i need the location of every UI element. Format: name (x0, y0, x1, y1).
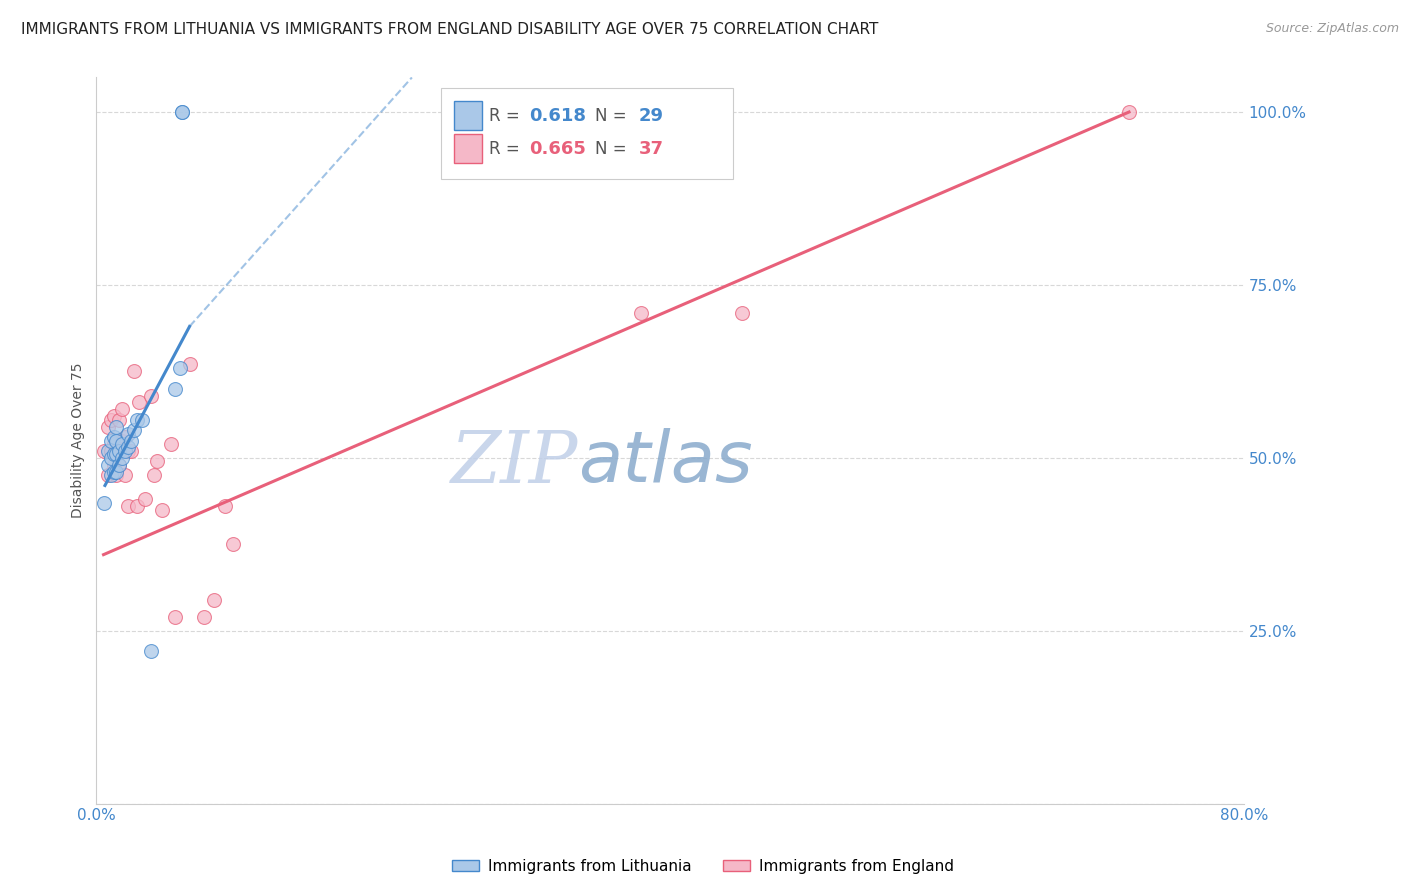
Point (221, 537, 243, 551)
Point (117, 441, 139, 455)
Point (100, 413, 122, 427)
Point (103, 430, 125, 444)
Point (139, 388, 162, 402)
Point (117, 500, 139, 514)
Point (97, 468, 120, 483)
Point (108, 458, 131, 472)
Point (97, 419, 120, 434)
Point (103, 437, 125, 451)
Point (731, 305, 754, 319)
Point (103, 447, 125, 461)
Text: R =: R = (489, 140, 520, 158)
Text: N =: N = (596, 140, 627, 158)
Point (120, 443, 142, 458)
Point (125, 413, 148, 427)
Point (179, 358, 201, 372)
Point (150, 502, 173, 516)
Point (114, 430, 136, 444)
Point (108, 443, 131, 458)
Point (103, 458, 125, 472)
FancyBboxPatch shape (440, 88, 733, 179)
Y-axis label: Disability Age Over 75: Disability Age Over 75 (72, 363, 86, 518)
Point (165, 610, 187, 624)
Point (117, 443, 139, 458)
Point (100, 450, 122, 465)
Point (165, 382, 187, 396)
Point (122, 423, 145, 437)
Point (93, 496, 115, 510)
FancyBboxPatch shape (454, 134, 482, 163)
Text: R =: R = (489, 107, 520, 125)
Text: N =: N = (596, 107, 627, 125)
Point (103, 465, 125, 479)
Point (193, 610, 215, 624)
Point (97, 443, 120, 458)
Text: 0.665: 0.665 (529, 140, 586, 158)
Point (100, 434, 122, 448)
Point (202, 592, 225, 607)
Point (103, 409, 125, 424)
Point (145, 454, 167, 468)
Point (114, 468, 136, 483)
Point (114, 443, 136, 458)
Point (1118, 105, 1140, 120)
Point (134, 492, 156, 507)
Point (93, 443, 115, 458)
Point (100, 468, 122, 483)
Point (139, 644, 162, 658)
Text: atlas: atlas (578, 428, 752, 497)
Point (105, 443, 128, 458)
Point (100, 443, 122, 458)
Point (172, 105, 194, 120)
Point (108, 458, 131, 472)
Point (105, 465, 128, 479)
Text: Source: ZipAtlas.com: Source: ZipAtlas.com (1265, 22, 1399, 36)
Point (214, 500, 236, 514)
Point (131, 413, 153, 427)
Point (142, 468, 165, 483)
Legend: Immigrants from Lithuania, Immigrants from England: Immigrants from Lithuania, Immigrants fr… (446, 853, 960, 880)
Point (111, 450, 134, 465)
Point (108, 413, 131, 427)
Point (111, 434, 134, 448)
Point (111, 402, 134, 417)
Point (97, 458, 120, 472)
Point (111, 437, 134, 451)
Text: 0.618: 0.618 (529, 107, 586, 125)
Point (120, 434, 142, 448)
FancyBboxPatch shape (454, 102, 482, 130)
Text: 29: 29 (640, 107, 664, 125)
Point (128, 395, 150, 409)
Text: ZIP: ZIP (451, 427, 578, 498)
Point (630, 305, 652, 319)
Point (169, 360, 191, 375)
Point (105, 447, 128, 461)
Point (105, 468, 128, 483)
Point (117, 426, 139, 441)
Point (105, 419, 128, 434)
Point (172, 105, 194, 120)
Point (105, 434, 128, 448)
Text: 37: 37 (640, 140, 664, 158)
Point (125, 500, 148, 514)
Point (122, 364, 145, 378)
Text: IMMIGRANTS FROM LITHUANIA VS IMMIGRANTS FROM ENGLAND DISABILITY AGE OVER 75 CORR: IMMIGRANTS FROM LITHUANIA VS IMMIGRANTS … (21, 22, 879, 37)
Point (160, 437, 183, 451)
